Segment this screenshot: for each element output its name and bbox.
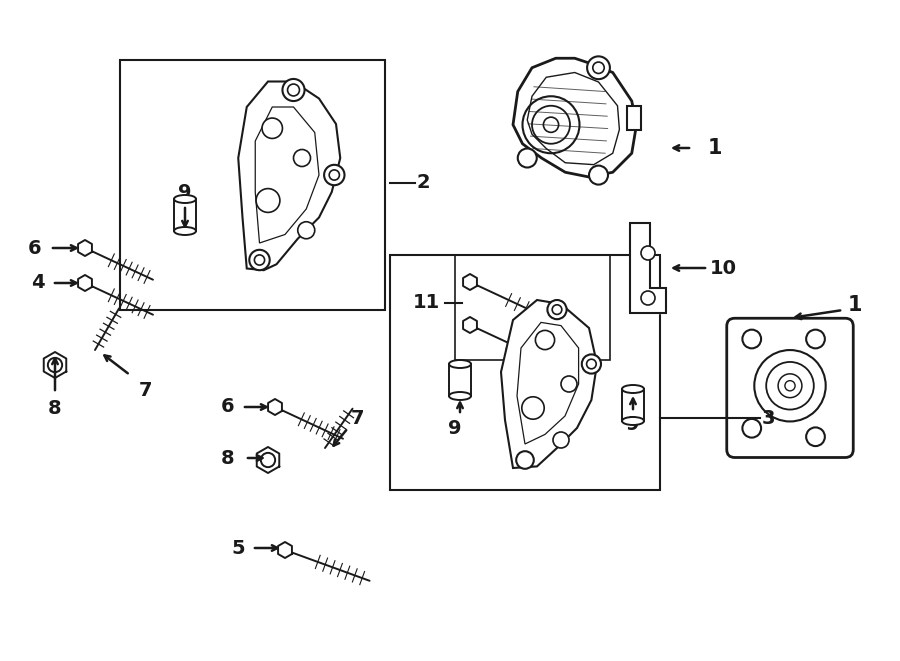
Circle shape (536, 330, 554, 350)
Bar (455, 255, 610, 360)
Circle shape (589, 166, 608, 184)
Polygon shape (78, 275, 92, 291)
Text: 1: 1 (707, 138, 722, 158)
Circle shape (293, 149, 310, 167)
Text: 5: 5 (231, 539, 245, 557)
Ellipse shape (174, 227, 196, 235)
Bar (174, 199, 196, 231)
Text: 11: 11 (413, 293, 440, 313)
Circle shape (587, 56, 610, 79)
Text: 1: 1 (848, 295, 862, 315)
Text: 2: 2 (416, 173, 429, 192)
Ellipse shape (622, 417, 644, 425)
Polygon shape (464, 274, 477, 290)
Circle shape (518, 149, 536, 167)
Bar (622, 389, 644, 421)
Ellipse shape (449, 392, 471, 400)
Polygon shape (278, 542, 292, 558)
Circle shape (806, 330, 824, 348)
Circle shape (517, 451, 534, 469)
Ellipse shape (449, 360, 471, 368)
Bar (627, 106, 641, 130)
Text: 10: 10 (709, 258, 736, 278)
Text: 8: 8 (49, 399, 62, 418)
Polygon shape (513, 58, 636, 177)
Circle shape (641, 291, 655, 305)
Polygon shape (44, 352, 67, 378)
Circle shape (581, 354, 601, 373)
Polygon shape (256, 447, 279, 473)
Circle shape (641, 246, 655, 260)
Circle shape (561, 376, 577, 392)
Polygon shape (630, 223, 666, 313)
Circle shape (742, 419, 761, 438)
Circle shape (522, 397, 544, 419)
Circle shape (298, 221, 315, 239)
Text: 7: 7 (139, 381, 152, 399)
Text: 3: 3 (762, 408, 776, 428)
Circle shape (283, 79, 304, 101)
Polygon shape (501, 300, 597, 468)
Polygon shape (78, 240, 92, 256)
Circle shape (262, 118, 283, 138)
Circle shape (249, 250, 270, 270)
Bar (390, 255, 660, 490)
Circle shape (256, 188, 280, 212)
Text: 8: 8 (221, 449, 235, 467)
Circle shape (806, 428, 824, 446)
Text: 9: 9 (448, 418, 462, 438)
Text: 9: 9 (626, 416, 640, 434)
Text: 7: 7 (351, 408, 364, 428)
Polygon shape (464, 317, 477, 333)
Text: 6: 6 (28, 239, 41, 258)
Polygon shape (238, 81, 340, 270)
Text: 9: 9 (178, 184, 192, 202)
Circle shape (324, 165, 345, 185)
Circle shape (547, 300, 567, 319)
Circle shape (742, 330, 761, 348)
Ellipse shape (174, 195, 196, 203)
Ellipse shape (622, 385, 644, 393)
Text: 4: 4 (32, 274, 45, 293)
Text: 6: 6 (221, 397, 235, 416)
Bar (449, 364, 471, 396)
Polygon shape (268, 399, 282, 415)
Bar (120, 60, 385, 310)
FancyBboxPatch shape (727, 318, 853, 457)
Circle shape (553, 432, 569, 448)
